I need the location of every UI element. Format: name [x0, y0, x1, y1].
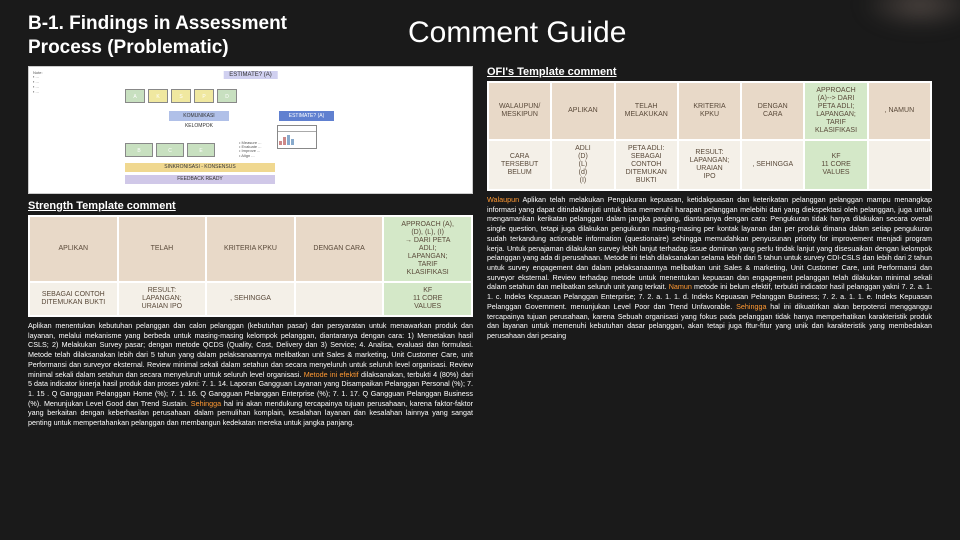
table-cell: , NAMUN [868, 82, 931, 140]
table-cell: APLIKAN [29, 216, 118, 282]
table-cell: CARATERSEBUTBELUM [488, 140, 551, 190]
flowchart-image: Note:▪ ...▪ ...▪ ...▪ ... ESTIMATE? (A) … [28, 66, 473, 194]
title-left: B-1. Findings in Assessment Process (Pro… [28, 12, 348, 60]
ofi-label: OFI's Template comment [487, 66, 932, 78]
table-cell: PETA ADLI:SEBAGAICONTOHDITEMUKANBUKTI [615, 140, 678, 190]
left-column: Note:▪ ...▪ ...▪ ...▪ ... ESTIMATE? (A) … [28, 66, 473, 428]
strength-body-text: Aplikan menentukan kebutuhan pelanggan d… [28, 321, 473, 428]
table-cell: , SEHINGGA [206, 282, 295, 316]
strength-label: Strength Template comment [28, 200, 473, 212]
table-cell: TELAHMELAKUKAN [615, 82, 678, 140]
title-right: Comment Guide [408, 16, 626, 50]
table-cell: APLIKAN [551, 82, 614, 140]
table-cell: RESULT:LAPANGAN;URAIAN IPO [118, 282, 207, 316]
table-cell: DENGANCARA [741, 82, 804, 140]
title-left-line1: B-1. Findings in Assessment [28, 13, 287, 34]
table-cell: DENGAN CARA [295, 216, 384, 282]
table-cell: RESULT:LAPANGAN;URAIANIPO [678, 140, 741, 190]
table-cell: , SEHINGGA [741, 140, 804, 190]
table-cell: ADLI(D)(L)(d)(I) [551, 140, 614, 190]
header: B-1. Findings in Assessment Process (Pro… [28, 12, 932, 60]
title-left-line2: Process (Problematic) [28, 37, 229, 58]
table-cell: WALAUPUN/MESKIPUN [488, 82, 551, 140]
slide: B-1. Findings in Assessment Process (Pro… [0, 0, 960, 540]
table-cell: KF11 COREVALUES [804, 140, 867, 190]
table-cell: KRITERIA KPKU [206, 216, 295, 282]
decorative-blur [860, 0, 960, 30]
table-cell: KF11 COREVALUES [383, 282, 472, 316]
right-column: OFI's Template comment WALAUPUN/MESKIPUN… [487, 66, 932, 428]
content-row: Note:▪ ...▪ ...▪ ...▪ ... ESTIMATE? (A) … [28, 66, 932, 428]
ofi-table: WALAUPUN/MESKIPUNAPLIKANTELAHMELAKUKANKR… [487, 81, 932, 192]
table-cell: APPROACH (A),(D), (L), (I)→ DARI PETAADL… [383, 216, 472, 282]
table-cell: SEBAGAI CONTOHDITEMUKAN BUKTI [29, 282, 118, 316]
strength-table: APLIKANTELAHKRITERIA KPKUDENGAN CARAAPPR… [28, 215, 473, 317]
table-cell: KRITERIAKPKU [678, 82, 741, 140]
table-cell: TELAH [118, 216, 207, 282]
table-cell: APPROACH(A)--> DARIPETA ADLI;LAPANGAN;TA… [804, 82, 867, 140]
table-cell [295, 282, 384, 316]
ofi-body-text: Walaupun Aplikan telah melakukan Penguku… [487, 195, 932, 341]
table-cell [868, 140, 931, 190]
